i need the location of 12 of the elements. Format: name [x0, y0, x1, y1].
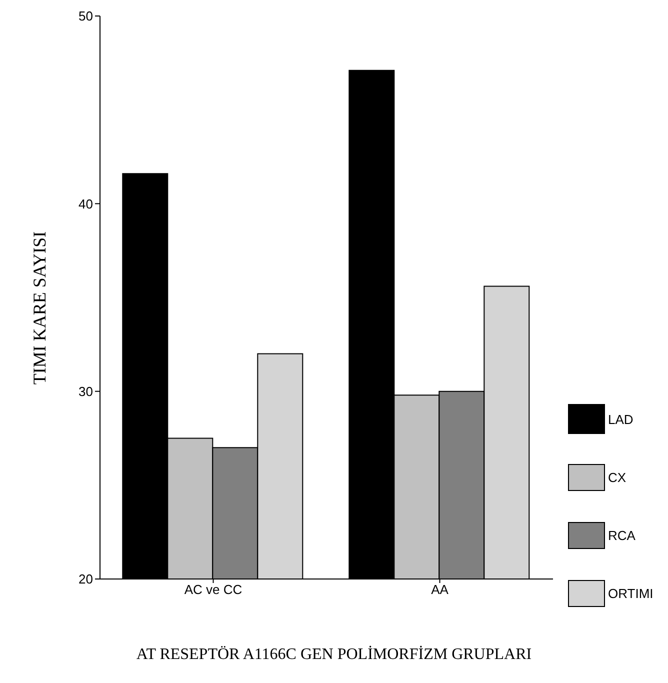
y-axis-title: TIMI KARE SAYISI: [30, 231, 50, 385]
y-tick-label: 40: [78, 196, 93, 212]
x-tick-label: AC ve CC: [184, 582, 242, 598]
legend-label: ORTIMI: [608, 586, 654, 600]
legend-label: RCA: [608, 528, 636, 542]
x-tick-label: AA: [431, 582, 449, 598]
x-axis-title: AT RESEPTÖR A1166C GEN POLİMORFİZM GRUPLARI: [135, 646, 533, 664]
legend-label: CX: [608, 470, 626, 484]
legend-label: LAD: [608, 412, 634, 426]
y-tick-label: 30: [78, 384, 93, 399]
y-tick-label: 20: [78, 572, 93, 587]
y-tick-label: 50: [78, 8, 93, 24]
